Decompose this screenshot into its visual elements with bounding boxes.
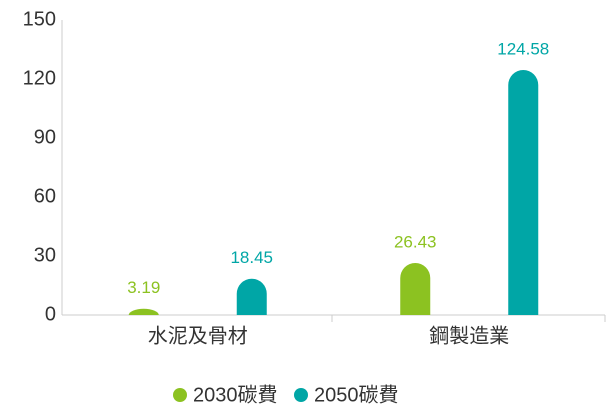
- x-tick-label: 鋼製造業: [429, 324, 509, 347]
- legend-marker: [294, 388, 308, 402]
- bar: [236, 278, 267, 315]
- data-label: 3.19: [127, 278, 160, 297]
- legend-marker: [173, 388, 187, 402]
- x-tick-label: 水泥及骨材: [148, 324, 248, 347]
- y-tick-label: 30: [34, 244, 56, 266]
- y-tick-label: 120: [23, 67, 56, 89]
- legend-label: 2030碳費: [193, 383, 278, 406]
- data-label: 26.43: [394, 233, 437, 252]
- bar: [508, 69, 539, 315]
- bar: [128, 308, 159, 315]
- bar: [400, 263, 431, 315]
- data-label: 124.58: [497, 39, 549, 58]
- data-label: 18.45: [230, 248, 273, 267]
- y-tick-label: 0: [45, 303, 56, 325]
- legend-label: 2050碳費: [314, 383, 399, 406]
- y-tick-label: 60: [34, 185, 56, 207]
- y-tick-label: 150: [23, 8, 56, 30]
- y-tick-label: 90: [34, 126, 56, 148]
